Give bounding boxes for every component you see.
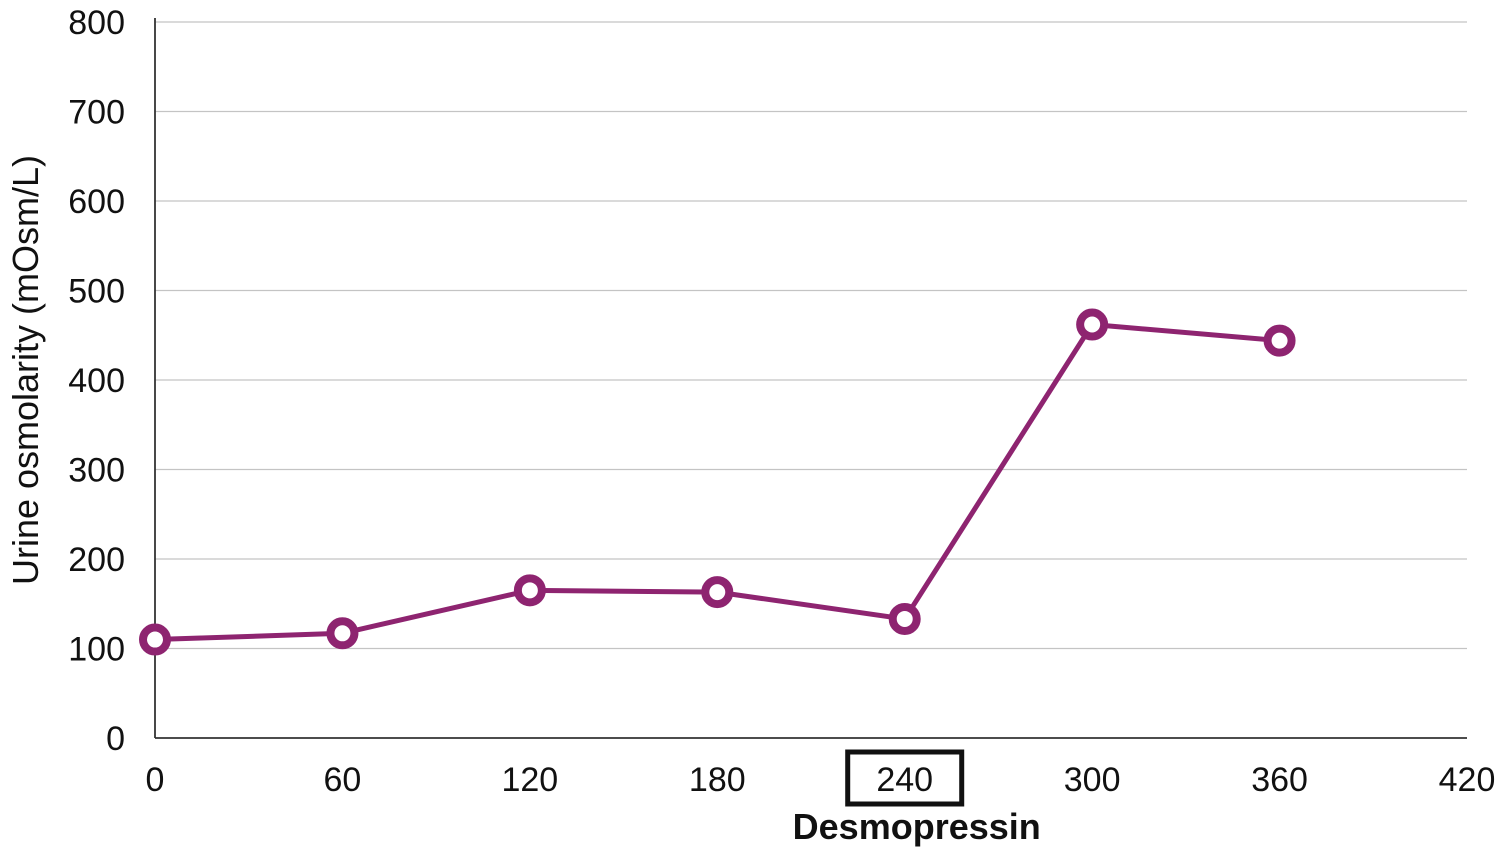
y-tick-label-200: 200 — [68, 541, 125, 579]
y-tick-label-600: 600 — [68, 183, 125, 221]
x-tick-label-180: 180 — [689, 761, 746, 799]
data-point-120 — [513, 574, 546, 607]
axis-labels: Urine osmolarity (mOsm/L) Desmopressin — [5, 155, 1041, 847]
x-tick-label-0: 0 — [146, 761, 165, 799]
x-tick-label-60: 60 — [324, 761, 362, 799]
grid-lines — [155, 21, 1467, 650]
y-tick-label-0: 0 — [106, 720, 125, 758]
data-point-300 — [1076, 308, 1109, 341]
data-point-180 — [701, 576, 734, 609]
desmopressin-annotation: Desmopressin — [793, 806, 1041, 847]
y-tick-label-400: 400 — [68, 362, 125, 400]
x-tick-label-120: 120 — [501, 761, 558, 799]
series-layer — [139, 308, 1296, 656]
y-tick-label-100: 100 — [68, 631, 125, 669]
x-tick-label-240: 240 — [876, 761, 933, 799]
y-tick-label-700: 700 — [68, 94, 125, 132]
data-point-360 — [1263, 324, 1296, 357]
data-point-60 — [326, 617, 359, 650]
data-point-240 — [888, 602, 921, 635]
boxed-tick-frame — [845, 749, 965, 807]
x-tick-label-360: 360 — [1251, 761, 1308, 799]
y-axis-title: Urine osmolarity (mOsm/L) — [5, 155, 46, 585]
tick-labels: 0 100 200 300 400 500 600 700 800 0 60 120 180 240 300… — [68, 4, 1496, 807]
y-tick-label-800: 800 — [68, 4, 125, 42]
x-tick-label-420: 420 — [1439, 761, 1496, 799]
x-tick-label-300: 300 — [1064, 761, 1121, 799]
y-tick-label-300: 300 — [68, 452, 125, 490]
axes — [154, 18, 1467, 739]
data-point-0 — [139, 623, 171, 656]
y-tick-label-500: 500 — [68, 273, 125, 311]
